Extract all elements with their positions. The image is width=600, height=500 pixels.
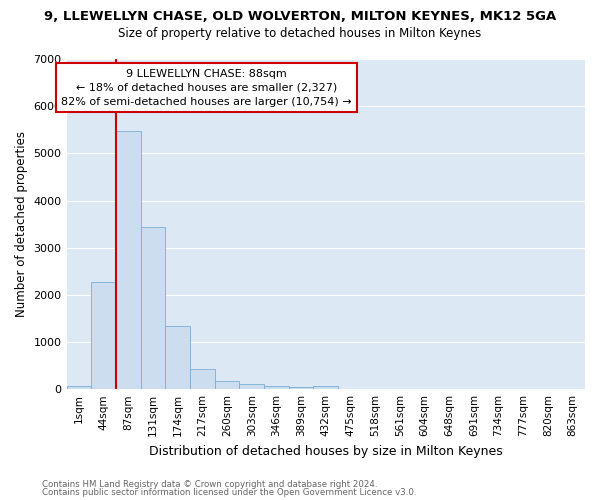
Text: 9, LLEWELLYN CHASE, OLD WOLVERTON, MILTON KEYNES, MK12 5GA: 9, LLEWELLYN CHASE, OLD WOLVERTON, MILTO… (44, 10, 556, 23)
Bar (67, 386, 91, 389)
Text: Contains HM Land Registry data © Crown copyright and database right 2024.: Contains HM Land Registry data © Crown c… (42, 480, 377, 489)
Bar (165, 326, 190, 389)
Bar (264, 386, 289, 389)
Bar (289, 386, 313, 389)
Bar (215, 382, 239, 389)
Bar (190, 369, 215, 389)
Y-axis label: Number of detached properties: Number of detached properties (15, 131, 28, 317)
Bar (313, 386, 338, 389)
Bar (91, 282, 116, 389)
Text: 9 LLEWELLYN CHASE: 88sqm
← 18% of detached houses are smaller (2,327)
82% of sem: 9 LLEWELLYN CHASE: 88sqm ← 18% of detach… (61, 69, 352, 107)
Text: Size of property relative to detached houses in Milton Keynes: Size of property relative to detached ho… (118, 28, 482, 40)
Text: Contains public sector information licensed under the Open Government Licence v3: Contains public sector information licen… (42, 488, 416, 497)
X-axis label: Distribution of detached houses by size in Milton Keynes: Distribution of detached houses by size … (149, 444, 503, 458)
Bar (239, 384, 264, 389)
Bar (116, 130, 140, 389)
Bar (140, 228, 165, 389)
